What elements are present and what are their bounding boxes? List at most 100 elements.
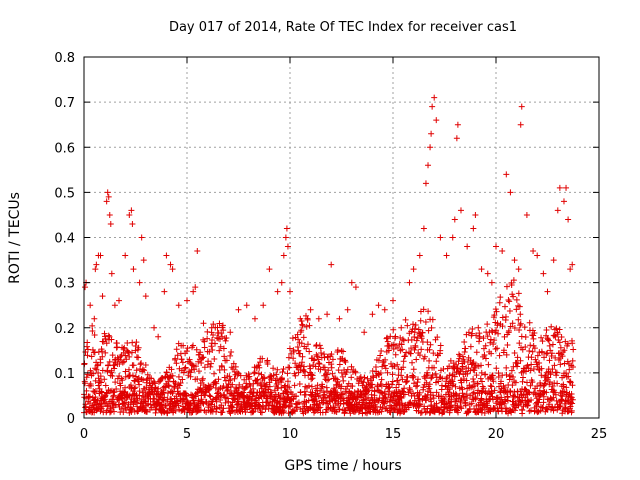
point-marker <box>289 335 296 342</box>
point-marker <box>298 340 305 347</box>
point-marker <box>384 338 391 345</box>
point-marker <box>427 396 434 403</box>
point-marker <box>342 359 349 366</box>
point-marker <box>234 371 241 378</box>
point-marker <box>105 362 112 369</box>
data-point <box>243 302 250 309</box>
point-marker <box>534 409 541 416</box>
point-marker <box>378 382 385 389</box>
point-marker <box>138 375 145 382</box>
point-marker <box>198 355 205 362</box>
data-point <box>422 180 429 187</box>
point-marker <box>385 381 392 388</box>
data-point <box>515 266 522 273</box>
point-marker <box>158 401 165 408</box>
point-marker <box>508 367 515 374</box>
point-marker <box>110 392 117 399</box>
point-marker <box>527 407 534 414</box>
point-marker <box>482 355 489 362</box>
point-marker <box>534 363 541 370</box>
point-marker <box>338 383 345 390</box>
point-marker <box>517 322 524 329</box>
point-marker <box>556 339 563 346</box>
point-marker <box>316 342 323 349</box>
point-marker <box>482 371 489 378</box>
point-marker <box>511 407 518 414</box>
point-marker <box>133 367 140 374</box>
point-marker <box>268 389 275 396</box>
point-marker <box>375 357 382 364</box>
point-marker <box>188 366 195 373</box>
point-marker <box>423 379 430 386</box>
point-marker <box>148 375 155 382</box>
point-marker <box>432 370 439 377</box>
point-marker <box>433 389 440 396</box>
point-marker <box>550 407 557 414</box>
point-marker <box>448 398 455 405</box>
point-marker <box>232 363 239 370</box>
point-marker <box>404 322 411 329</box>
data-point <box>488 279 495 286</box>
point-marker <box>548 350 555 357</box>
point-marker <box>541 354 548 361</box>
point-marker <box>193 390 200 397</box>
point-marker <box>558 334 565 341</box>
point-marker <box>132 373 139 380</box>
point-marker <box>478 406 485 413</box>
point-marker <box>220 383 227 390</box>
point-marker <box>459 353 466 360</box>
point-marker <box>325 367 332 374</box>
point-marker <box>195 368 202 375</box>
point-marker <box>470 359 477 366</box>
point-marker <box>544 336 551 343</box>
point-marker <box>502 313 509 320</box>
point-marker <box>335 367 342 374</box>
point-marker <box>470 389 477 396</box>
point-marker <box>217 343 224 350</box>
data-point <box>348 279 355 286</box>
point-marker <box>316 361 323 368</box>
point-marker <box>480 335 487 342</box>
point-marker <box>352 369 359 376</box>
point-marker <box>95 370 102 377</box>
point-marker <box>426 381 433 388</box>
point-marker <box>419 329 426 336</box>
data-point <box>554 207 561 214</box>
point-marker <box>522 334 529 341</box>
point-marker <box>552 391 559 398</box>
point-marker <box>97 404 104 411</box>
point-marker <box>412 322 419 329</box>
point-marker <box>299 322 306 329</box>
point-marker <box>503 283 510 290</box>
data-point <box>336 315 343 322</box>
point-marker <box>527 382 534 389</box>
point-marker <box>514 363 521 370</box>
point-marker <box>434 334 441 341</box>
point-marker <box>260 374 267 381</box>
point-marker <box>488 383 495 390</box>
point-marker <box>206 392 213 399</box>
data-point <box>260 302 267 309</box>
point-marker <box>180 369 187 376</box>
data-point <box>420 225 427 232</box>
point-marker <box>291 408 298 415</box>
point-marker <box>227 377 234 384</box>
point-marker <box>299 359 306 366</box>
point-marker <box>510 277 517 284</box>
data-point <box>563 184 570 191</box>
point-marker <box>314 382 321 389</box>
point-marker <box>204 335 211 342</box>
point-marker <box>328 364 335 371</box>
point-marker <box>417 401 424 408</box>
point-marker <box>81 380 88 387</box>
data-point <box>567 266 574 273</box>
point-marker <box>173 360 180 367</box>
data-point <box>315 315 322 322</box>
point-marker <box>317 404 324 411</box>
point-marker <box>551 362 558 369</box>
point-marker <box>131 385 138 392</box>
point-marker <box>496 299 503 306</box>
point-marker <box>553 325 560 332</box>
data-point <box>352 284 359 291</box>
